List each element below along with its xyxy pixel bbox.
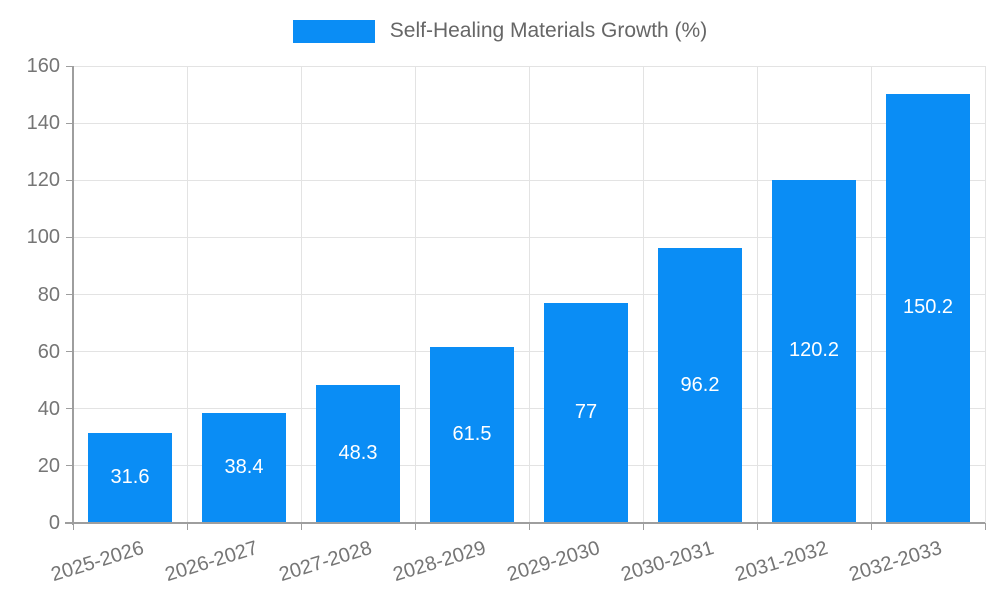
bar-value-label: 61.5	[452, 423, 492, 446]
x-gridline	[642, 66, 644, 523]
x-axis-tick	[186, 523, 188, 530]
bar[interactable]	[772, 179, 856, 522]
x-gridline	[870, 66, 872, 523]
y-tick-label: 140	[26, 112, 60, 135]
x-axis-tick	[984, 523, 986, 530]
bar-value-label: 48.3	[338, 442, 378, 465]
x-axis-tick	[870, 523, 872, 530]
x-gridline	[528, 66, 530, 523]
bar-value-label: 31.6	[110, 465, 150, 488]
y-tick-label: 60	[37, 340, 60, 363]
y-tick-label: 40	[37, 397, 60, 420]
bar-value-label: 96.2	[680, 373, 720, 396]
legend: Self-Healing Materials Growth (%)	[0, 19, 1000, 43]
bar-value-label: 150.2	[902, 296, 954, 319]
y-tick-label: 20	[37, 454, 60, 477]
bar-value-label: 77	[574, 401, 598, 424]
bar[interactable]	[544, 303, 628, 522]
bar[interactable]	[886, 93, 970, 522]
y-tick-label: 0	[48, 512, 60, 534]
x-axis-tick	[414, 523, 416, 530]
bar-value-label: 38.4	[224, 456, 264, 479]
y-tick-label: 120	[26, 169, 60, 192]
y-axis-tick	[66, 294, 73, 295]
x-gridline	[300, 66, 302, 523]
legend-label[interactable]: Self-Healing Materials Growth (%)	[389, 19, 708, 42]
x-axis-tick	[642, 523, 644, 530]
y-tick-label: 100	[26, 226, 60, 249]
y-axis-tick	[66, 236, 73, 238]
x-axis-line	[65, 522, 985, 524]
y-axis-tick	[66, 351, 73, 353]
legend-swatch[interactable]	[292, 19, 375, 43]
x-axis-tick	[72, 523, 74, 530]
bar[interactable]	[202, 413, 286, 522]
y-axis-tick	[66, 179, 73, 181]
y-axis-line	[72, 66, 74, 525]
x-gridline	[984, 66, 986, 523]
y-axis-tick	[66, 122, 73, 124]
y-tick-label: 160	[26, 55, 60, 77]
y-axis-tick	[66, 65, 73, 67]
bar[interactable]	[88, 432, 172, 522]
x-axis-tick	[300, 523, 302, 530]
x-gridline	[414, 66, 416, 523]
x-axis-tick	[528, 523, 530, 530]
bar[interactable]	[316, 385, 400, 522]
bar[interactable]	[430, 347, 514, 522]
x-axis-tick	[756, 523, 758, 530]
x-gridline	[756, 66, 758, 523]
bar-value-label: 120.2	[788, 339, 840, 362]
y-tick-label: 80	[37, 283, 60, 306]
y-axis-tick	[66, 408, 73, 410]
y-axis-tick	[66, 465, 73, 467]
bar[interactable]	[658, 248, 742, 522]
x-gridline	[186, 66, 188, 523]
